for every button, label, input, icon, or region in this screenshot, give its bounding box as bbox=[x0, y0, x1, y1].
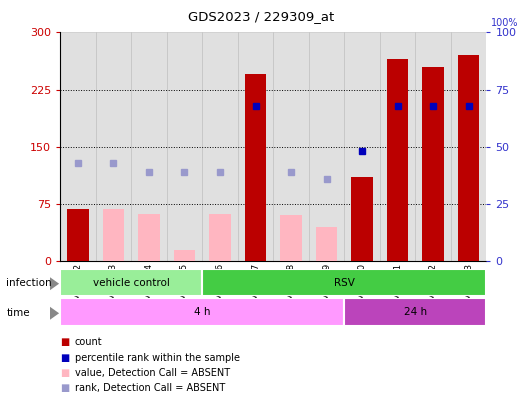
Bar bbox=[103, 209, 124, 261]
Text: rank, Detection Call = ABSENT: rank, Detection Call = ABSENT bbox=[75, 384, 225, 393]
Bar bbox=[174, 250, 195, 261]
Text: ■: ■ bbox=[60, 384, 70, 393]
Text: percentile rank within the sample: percentile rank within the sample bbox=[75, 353, 240, 362]
Text: ■: ■ bbox=[60, 353, 70, 362]
Bar bbox=[309, 32, 344, 261]
Text: 100%: 100% bbox=[491, 18, 518, 28]
Bar bbox=[60, 269, 202, 296]
Bar bbox=[209, 214, 231, 261]
Bar bbox=[380, 32, 415, 261]
Bar bbox=[202, 269, 486, 296]
Bar bbox=[387, 59, 408, 261]
Text: GDS2023 / 229309_at: GDS2023 / 229309_at bbox=[188, 10, 335, 23]
Bar bbox=[273, 32, 309, 261]
Bar bbox=[423, 67, 444, 261]
Bar bbox=[316, 227, 337, 261]
Bar bbox=[351, 177, 373, 261]
Text: vehicle control: vehicle control bbox=[93, 278, 169, 288]
Bar bbox=[238, 32, 273, 261]
Bar bbox=[96, 32, 131, 261]
Bar bbox=[138, 214, 160, 261]
Text: 24 h: 24 h bbox=[404, 307, 427, 317]
Text: time: time bbox=[6, 308, 30, 318]
Polygon shape bbox=[50, 277, 59, 290]
Bar bbox=[344, 32, 380, 261]
Bar bbox=[245, 75, 266, 261]
Text: infection: infection bbox=[6, 279, 52, 288]
Bar bbox=[67, 209, 88, 261]
Text: 4 h: 4 h bbox=[194, 307, 210, 317]
Bar bbox=[451, 32, 486, 261]
Bar bbox=[131, 32, 167, 261]
Bar bbox=[167, 32, 202, 261]
Text: ■: ■ bbox=[60, 337, 70, 347]
Bar bbox=[344, 298, 486, 326]
Bar bbox=[458, 55, 479, 261]
Bar bbox=[60, 32, 96, 261]
Bar bbox=[202, 32, 238, 261]
Polygon shape bbox=[50, 307, 59, 320]
Text: ■: ■ bbox=[60, 368, 70, 378]
Bar bbox=[280, 215, 302, 261]
Text: RSV: RSV bbox=[334, 278, 355, 288]
Bar bbox=[415, 32, 451, 261]
Text: count: count bbox=[75, 337, 103, 347]
Bar bbox=[60, 298, 344, 326]
Text: value, Detection Call = ABSENT: value, Detection Call = ABSENT bbox=[75, 368, 230, 378]
